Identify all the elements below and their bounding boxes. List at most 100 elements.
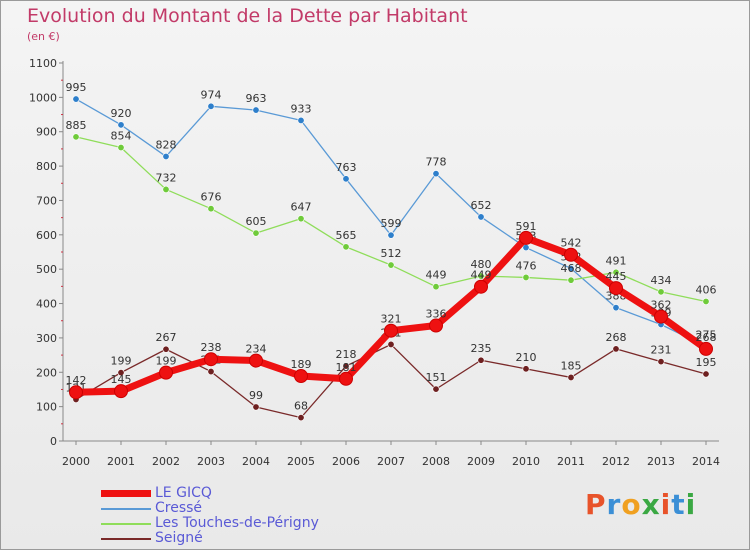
data-label-cresse: 652 — [471, 199, 492, 212]
data-point-le-gicq — [474, 279, 488, 294]
x-tick-label: 2003 — [197, 455, 225, 468]
y-tick-label: 1100 — [29, 57, 57, 70]
x-tick-label: 2004 — [242, 455, 270, 468]
data-label-le-gicq: 445 — [606, 270, 627, 283]
data-point-cresse — [612, 304, 620, 312]
x-tick-label: 2010 — [512, 455, 540, 468]
data-label-le-gicq: 542 — [561, 237, 582, 250]
data-point-les-touches-de-perigny — [297, 215, 305, 223]
data-point-seigne — [162, 345, 170, 353]
data-label-les-touches-de-perigny: 491 — [606, 254, 627, 267]
logo-letter: P — [585, 488, 607, 521]
data-point-cresse — [162, 152, 170, 160]
data-label-seigne: 235 — [471, 342, 492, 355]
data-point-le-gicq — [519, 230, 533, 245]
data-label-le-gicq: 362 — [651, 299, 672, 312]
data-label-cresse: 963 — [246, 92, 267, 105]
legend-label-les-touches-de-perigny: Les Touches-de-Périgny — [155, 515, 319, 531]
x-tick-label: 2001 — [107, 455, 135, 468]
data-point-seigne — [522, 365, 530, 373]
data-point-le-gicq — [249, 353, 263, 368]
data-label-seigne: 268 — [606, 331, 627, 344]
y-tick-label: 800 — [36, 160, 57, 173]
legend-swatch-cresse — [101, 508, 151, 510]
legend-swatch-les-touches-de-perigny — [101, 523, 151, 525]
data-label-seigne: 231 — [651, 344, 672, 357]
data-point-les-touches-de-perigny — [702, 297, 710, 305]
data-point-le-gicq — [699, 341, 713, 356]
data-point-les-touches-de-perigny — [72, 133, 80, 141]
x-tick-label: 2006 — [332, 455, 360, 468]
data-point-le-gicq — [564, 247, 578, 262]
data-label-les-touches-de-perigny: 512 — [381, 247, 402, 260]
y-tick-label: 900 — [36, 126, 57, 139]
y-tick-label: 700 — [36, 194, 57, 207]
y-tick-label: 400 — [36, 298, 57, 311]
data-label-le-gicq: 145 — [111, 373, 132, 386]
logo-letter: i — [660, 488, 672, 521]
data-point-cresse — [342, 175, 350, 183]
data-label-les-touches-de-perigny: 476 — [516, 259, 537, 272]
data-label-cresse: 920 — [111, 107, 132, 120]
data-point-seigne — [117, 369, 125, 377]
y-tick-label: 600 — [36, 229, 57, 242]
data-label-le-gicq: 336 — [426, 308, 447, 321]
data-label-cresse: 763 — [336, 161, 357, 174]
data-label-les-touches-de-perigny: 480 — [471, 258, 492, 271]
x-tick-label: 2009 — [467, 455, 495, 468]
data-label-le-gicq: 181 — [336, 361, 357, 374]
data-point-seigne — [657, 358, 665, 366]
data-point-cresse — [252, 106, 260, 114]
data-point-les-touches-de-perigny — [477, 272, 485, 280]
data-label-seigne: 218 — [336, 348, 357, 361]
data-point-les-touches-de-perigny — [612, 268, 620, 276]
x-tick-label: 2007 — [377, 455, 405, 468]
data-point-le-gicq — [69, 385, 83, 400]
data-point-le-gicq — [159, 365, 173, 380]
data-label-le-gicq: 321 — [381, 313, 402, 326]
data-point-seigne — [702, 370, 710, 378]
data-label-les-touches-de-perigny: 449 — [426, 269, 447, 282]
data-point-cresse — [207, 102, 215, 110]
data-point-seigne — [567, 373, 575, 381]
data-point-cresse — [72, 95, 80, 103]
y-tick-label: 100 — [36, 401, 57, 414]
data-point-seigne — [612, 345, 620, 353]
data-label-le-gicq: 199 — [156, 355, 177, 368]
data-point-le-gicq — [204, 352, 218, 367]
data-label-les-touches-de-perigny: 732 — [156, 171, 177, 184]
data-label-le-gicq: 268 — [696, 331, 717, 344]
data-label-le-gicq: 591 — [516, 220, 537, 233]
data-label-seigne: 199 — [111, 355, 132, 368]
data-point-les-touches-de-perigny — [567, 276, 575, 284]
data-label-cresse: 995 — [66, 81, 87, 94]
data-label-le-gicq: 142 — [66, 374, 87, 387]
data-point-les-touches-de-perigny — [657, 288, 665, 296]
x-tick-label: 2002 — [152, 455, 180, 468]
y-tick-label: 0 — [50, 435, 57, 448]
y-tick-label: 300 — [36, 332, 57, 345]
data-label-cresse: 599 — [381, 217, 402, 230]
data-label-seigne: 267 — [156, 331, 177, 344]
data-label-le-gicq: 234 — [246, 343, 267, 356]
data-point-les-touches-de-perigny — [162, 185, 170, 193]
data-label-le-gicq: 238 — [201, 341, 222, 354]
x-tick-label: 2011 — [557, 455, 585, 468]
data-point-cresse — [117, 121, 125, 129]
data-point-seigne — [342, 362, 350, 370]
data-point-cresse — [432, 170, 440, 178]
data-point-seigne — [477, 356, 485, 364]
legend-label-cresse: Cressé — [155, 500, 203, 516]
data-label-seigne: 151 — [426, 371, 447, 384]
data-point-le-gicq — [654, 309, 668, 324]
y-tick-label: 500 — [36, 263, 57, 276]
legend-swatch-seigne — [101, 538, 151, 540]
data-label-le-gicq: 189 — [291, 358, 312, 371]
data-label-les-touches-de-perigny: 854 — [111, 130, 132, 143]
data-label-cresse: 778 — [426, 156, 447, 169]
data-point-cresse — [297, 116, 305, 124]
logo-letter: i — [685, 488, 697, 521]
data-label-les-touches-de-perigny: 434 — [651, 274, 672, 287]
data-point-cresse — [387, 231, 395, 239]
